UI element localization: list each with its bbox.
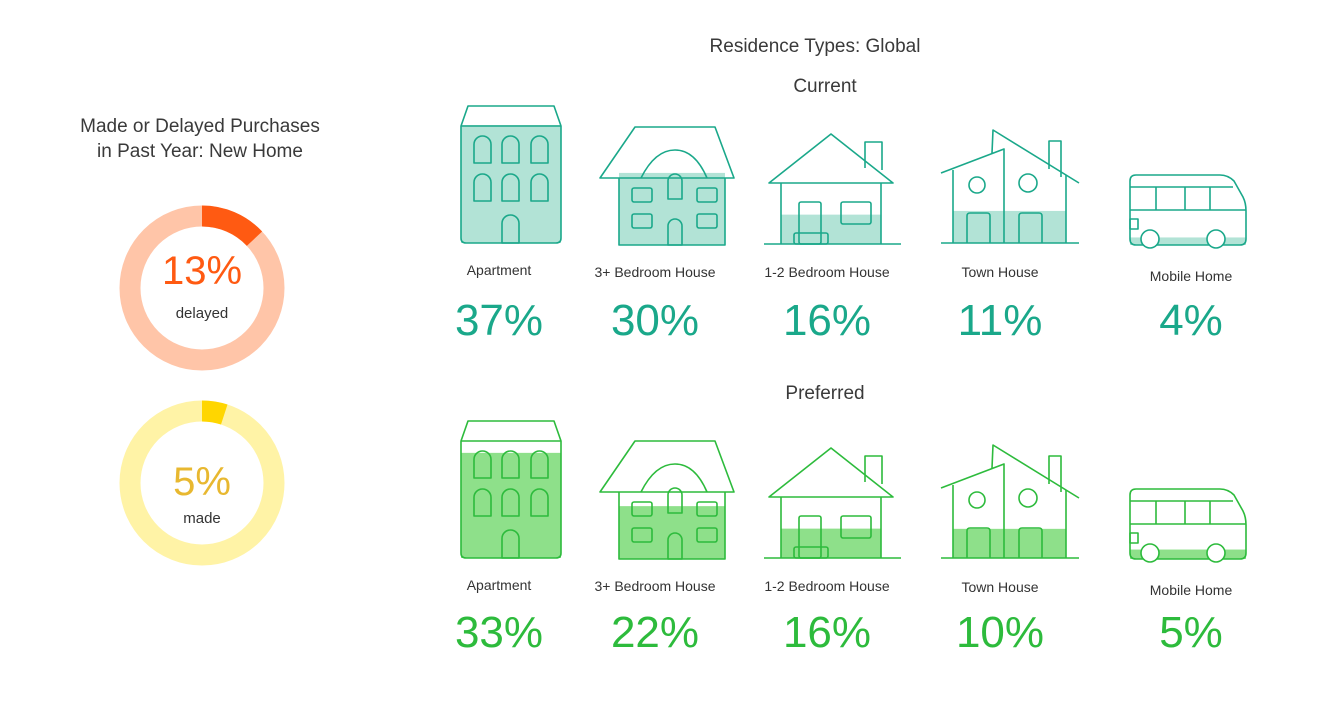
delayed-donut: 13% delayed bbox=[119, 205, 285, 371]
apartment-icon bbox=[460, 420, 562, 559]
current-label-3: Town House bbox=[961, 264, 1039, 280]
purchases-title: Made or Delayed Purchases in Past Year: … bbox=[40, 114, 360, 164]
preferred-value-4: 5% bbox=[1159, 608, 1223, 657]
fill-level-preferred-4 bbox=[1130, 549, 1246, 559]
current-value-4: 4% bbox=[1159, 296, 1223, 345]
current-value-0: 37% bbox=[454, 296, 544, 345]
large-house-icon bbox=[599, 440, 735, 560]
preferred-value-1: 22% bbox=[610, 608, 700, 657]
preferred-label-0: Apartment bbox=[466, 577, 532, 593]
fill-level-current-2 bbox=[781, 214, 881, 244]
fill-level-current-3 bbox=[953, 210, 1066, 243]
current-label-4: Mobile Home bbox=[1149, 268, 1233, 284]
preferred-label-2: 1-2 Bedroom House bbox=[764, 578, 890, 594]
made-percent: 5% bbox=[173, 460, 231, 504]
current-label-0: Apartment bbox=[466, 262, 532, 278]
delayed-donut-arc bbox=[201, 205, 263, 247]
delayed-percent: 13% bbox=[161, 249, 243, 293]
mobile-home-icon bbox=[1129, 174, 1247, 249]
fill-level-preferred-0 bbox=[461, 452, 561, 558]
town-house-icon bbox=[940, 444, 1080, 559]
preferred-label-3: Town House bbox=[961, 579, 1039, 595]
residence-types-title: Residence Types: Global bbox=[709, 36, 921, 57]
purchases-title-line2: in Past Year: New Home bbox=[97, 141, 303, 162]
current-label-2: 1-2 Bedroom House bbox=[764, 264, 890, 280]
current-section-title: Current bbox=[793, 76, 857, 97]
mobile-home-icon bbox=[1129, 488, 1247, 563]
town-house-icon bbox=[940, 129, 1080, 244]
apartment-icon bbox=[460, 105, 562, 244]
preferred-section-title: Preferred bbox=[785, 383, 865, 404]
delayed-caption: delayed bbox=[175, 305, 229, 322]
delayed-donut-chart bbox=[119, 205, 285, 371]
fill-level-current-1 bbox=[619, 172, 725, 245]
made-donut: 5% made bbox=[119, 400, 285, 566]
current-value-3: 11% bbox=[957, 296, 1043, 345]
made-donut-arc bbox=[201, 400, 228, 425]
fill-level-preferred-2 bbox=[781, 528, 881, 558]
preferred-label-4: Mobile Home bbox=[1149, 582, 1233, 598]
preferred-value-0: 33% bbox=[454, 608, 544, 657]
fill-level-current-0 bbox=[461, 125, 561, 243]
preferred-label-1: 3+ Bedroom House bbox=[594, 578, 716, 594]
made-caption: made bbox=[183, 510, 221, 527]
large-house-icon bbox=[599, 126, 735, 246]
fill-level-preferred-1 bbox=[619, 506, 725, 559]
fill-level-preferred-3 bbox=[953, 528, 1066, 558]
purchases-title-line1: Made or Delayed Purchases bbox=[80, 116, 320, 137]
current-value-2: 16% bbox=[782, 296, 872, 345]
small-house-icon bbox=[764, 447, 901, 559]
small-house-icon bbox=[764, 133, 901, 245]
preferred-value-3: 10% bbox=[955, 608, 1045, 657]
fill-level-current-4 bbox=[1130, 237, 1246, 245]
current-label-1: 3+ Bedroom House bbox=[594, 264, 716, 280]
preferred-value-2: 16% bbox=[782, 608, 872, 657]
current-value-1: 30% bbox=[610, 296, 700, 345]
made-donut-chart bbox=[119, 400, 285, 566]
